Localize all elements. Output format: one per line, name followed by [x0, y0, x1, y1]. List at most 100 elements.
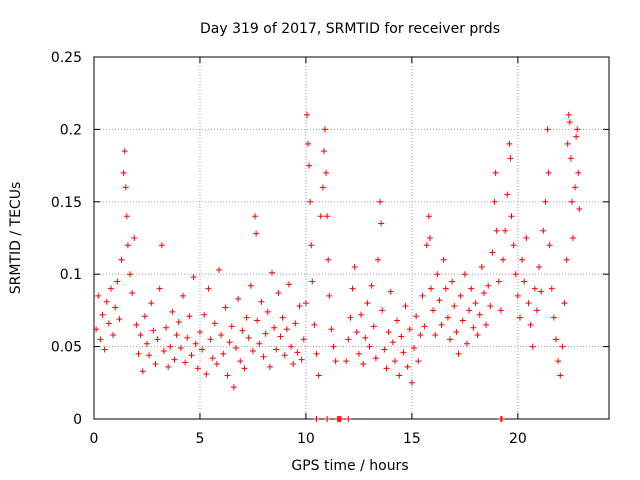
data-point	[167, 343, 174, 350]
data-point	[461, 271, 468, 278]
data-point	[396, 372, 403, 379]
y-tick-label: 0.25	[51, 50, 82, 66]
data-point	[216, 266, 223, 273]
y-tick-label: 0.15	[51, 195, 82, 211]
data-point	[127, 271, 134, 278]
data-point	[326, 292, 333, 299]
data-point	[260, 353, 267, 360]
data-point	[264, 308, 271, 315]
data-point	[133, 321, 140, 328]
data-point	[413, 313, 420, 320]
grid	[94, 57, 609, 419]
data-point	[302, 300, 309, 307]
data-point	[222, 304, 229, 311]
data-point	[489, 249, 496, 256]
data-point	[275, 290, 282, 297]
data-point	[328, 326, 335, 333]
data-point	[444, 314, 451, 321]
data-point	[364, 300, 371, 307]
data-point	[500, 256, 507, 263]
zero-data-point	[345, 416, 352, 422]
data-point	[391, 358, 398, 365]
data-point	[480, 290, 487, 297]
data-point	[209, 355, 216, 362]
data-point	[311, 321, 318, 328]
data-point	[506, 140, 513, 147]
y-tick-label: 0	[73, 412, 82, 428]
data-point	[387, 288, 394, 295]
data-point	[370, 323, 377, 330]
data-point	[294, 349, 301, 356]
data-point	[459, 317, 466, 324]
data-point	[378, 220, 385, 227]
data-point	[442, 285, 449, 292]
data-point	[529, 343, 536, 350]
data-point	[186, 313, 193, 320]
data-point	[269, 269, 276, 276]
data-point	[308, 242, 315, 249]
data-point	[491, 198, 498, 205]
data-point	[290, 360, 297, 367]
data-point	[169, 308, 176, 315]
x-tick-label: 10	[297, 431, 315, 447]
data-point	[381, 346, 388, 353]
data-point	[383, 365, 390, 372]
data-point	[325, 256, 332, 263]
data-point	[201, 311, 208, 318]
data-point	[495, 278, 502, 285]
data-point	[385, 329, 392, 336]
data-point	[434, 271, 441, 278]
data-point	[555, 358, 562, 365]
data-point	[531, 285, 538, 292]
data-point	[285, 281, 292, 288]
data-point	[575, 169, 582, 176]
data-point	[262, 330, 269, 337]
y-tick-label: 0.05	[51, 340, 82, 356]
data-point	[402, 303, 409, 310]
data-point	[241, 365, 248, 372]
data-point	[487, 303, 494, 310]
x-tick-label: 15	[403, 431, 421, 447]
data-point	[235, 295, 242, 302]
data-point	[425, 213, 432, 220]
data-point	[156, 285, 163, 292]
data-point	[93, 326, 100, 333]
data-point	[536, 263, 543, 270]
data-point	[317, 213, 324, 220]
data-point	[158, 242, 165, 249]
data-point	[377, 198, 384, 205]
data-point	[436, 297, 443, 304]
data-point	[254, 317, 261, 324]
data-point	[362, 334, 369, 341]
data-point	[455, 350, 462, 357]
data-point	[256, 340, 263, 347]
y-tick-label: 0.2	[60, 122, 82, 138]
data-points	[93, 111, 583, 422]
data-point	[542, 198, 549, 205]
data-point	[398, 333, 405, 340]
data-point	[190, 274, 197, 281]
data-point	[360, 360, 367, 367]
data-point	[453, 329, 460, 336]
data-point	[211, 320, 218, 327]
data-point	[122, 184, 129, 191]
data-point	[421, 323, 428, 330]
data-point	[372, 355, 379, 362]
data-point	[192, 340, 199, 347]
data-point	[553, 336, 560, 343]
data-point	[544, 126, 551, 133]
data-point	[137, 332, 144, 339]
data-point	[355, 350, 362, 357]
data-point	[504, 191, 511, 198]
data-point	[141, 313, 148, 320]
data-point	[358, 311, 365, 318]
data-point	[478, 263, 485, 270]
axis-ticks: 0 0.05 0.1 0.15 0.2 0.25 0 5 10 15 20	[51, 50, 609, 447]
y-tick-label: 0.1	[60, 267, 82, 283]
data-point	[483, 321, 490, 328]
data-point	[374, 256, 381, 263]
data-point	[194, 365, 201, 372]
data-point	[218, 332, 225, 339]
data-point	[563, 256, 570, 263]
